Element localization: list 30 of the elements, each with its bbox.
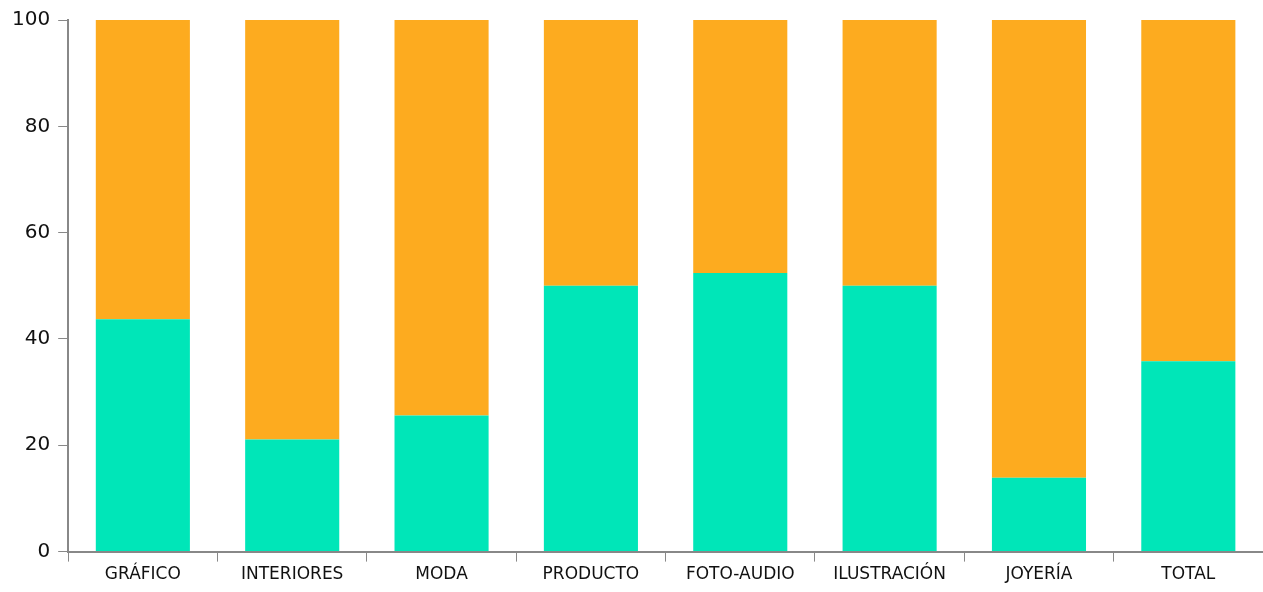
bar (991, 477, 1087, 552)
bar (394, 20, 489, 416)
x-tick-label: INTERIORES (240, 563, 344, 584)
y-tick-label: 20 (24, 431, 51, 456)
bar (95, 319, 190, 552)
bar (245, 20, 340, 440)
y-tick-label: 80 (24, 112, 51, 137)
x-tick-label: ILUSTRACIÓN (833, 562, 946, 584)
x-tick-label: FOTO-AUDIO (685, 563, 795, 584)
bar (1141, 361, 1236, 552)
bar (543, 20, 638, 286)
y-tick-label: 40 (24, 325, 51, 350)
y-tick-label: 60 (24, 218, 51, 243)
x-tick-label: GRÁFICO (104, 562, 181, 584)
bar (991, 20, 1087, 478)
y-tick-label: 0 (37, 537, 51, 562)
bar (693, 273, 788, 552)
x-tick-label: JOYERÍA (1004, 562, 1073, 584)
bar (95, 20, 190, 320)
bar (693, 20, 788, 274)
x-tick-label: PRODUCTO (542, 563, 640, 584)
bar (842, 20, 937, 286)
bar (394, 415, 489, 552)
bar (543, 285, 638, 552)
bar (842, 285, 937, 552)
x-tick-label: MODA (415, 563, 469, 584)
x-tick-label: TOTAL (1160, 563, 1216, 584)
bar (1141, 20, 1236, 362)
bar (245, 439, 340, 552)
y-tick-label: 100 (11, 6, 51, 31)
